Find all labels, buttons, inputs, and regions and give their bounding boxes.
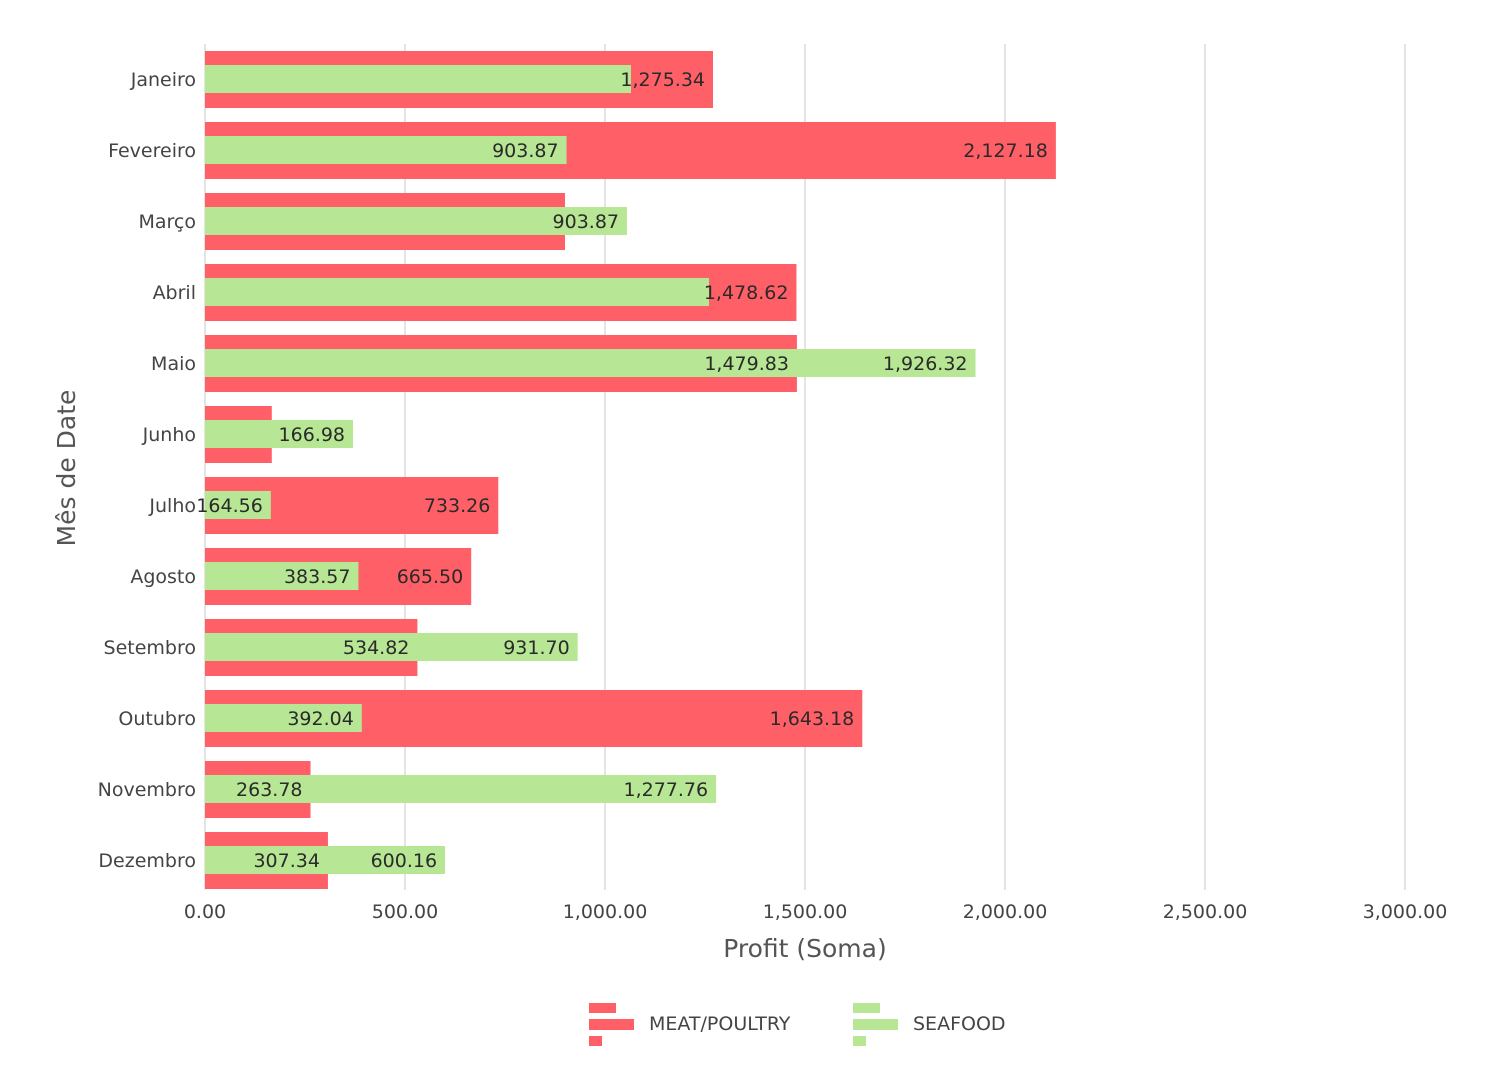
- bar-seafood-setembro: [205, 633, 578, 661]
- value-label-seafood-novembro: 1,277.76: [623, 779, 708, 801]
- category-label-dezembro: Dezembro: [98, 850, 196, 872]
- category-label-janeiro: Janeiro: [130, 69, 196, 91]
- category-label-setembro: Setembro: [104, 637, 196, 659]
- category-label-outubro: Outubro: [118, 708, 196, 730]
- bar-seafood-maio: [205, 349, 976, 377]
- bar-seafood-fevereiro: [205, 136, 567, 164]
- x-tick-label: 2,000.00: [963, 901, 1048, 923]
- legend-label: MEAT/POULTRY: [649, 1013, 791, 1035]
- bar-seafood-julho: [205, 491, 271, 519]
- value-label-seafood-junho: 166.98: [279, 424, 345, 446]
- legend-bar-icon: [853, 1003, 898, 1046]
- x-tick-label: 3,000.00: [1363, 901, 1448, 923]
- value-label-meat-poultry-julho: 733.26: [424, 495, 490, 517]
- category-label-maio: Maio: [151, 353, 196, 375]
- value-label-meat-poultry-maio: 1,479.83: [704, 353, 789, 375]
- x-tick-label: 500.00: [372, 901, 438, 923]
- gridlines: [204, 44, 1406, 890]
- x-axis: 0.00 500.00 1,000.00 1,500.00 2,000.00 2,500.…: [184, 901, 1447, 923]
- category-label-junho: Junho: [142, 424, 196, 446]
- y-axis: Janeiro Fevereiro Março Abril Maio Junho Julho…: [98, 69, 196, 872]
- value-label-meat-poultry-setembro: 534.82: [343, 637, 409, 659]
- value-labels: 1,275.34 2,127.18 903.87 903.87 1,478.62 1,47…: [196, 69, 1048, 872]
- value-label-seafood-maio: 1,926.32: [883, 353, 968, 375]
- legend: MEAT/POULTRY SEAFOOD: [589, 1003, 1006, 1046]
- bar-seafood-janeiro: [205, 65, 631, 93]
- category-label-novembro: Novembro: [98, 779, 196, 801]
- bar-seafood-abril: [205, 278, 709, 306]
- x-axis-title: Profit (Soma): [723, 934, 887, 963]
- bar-seafood-mar-o: [205, 207, 627, 235]
- x-tick-label: 0.00: [184, 901, 226, 923]
- value-label-seafood-julho: 164.56: [196, 495, 262, 517]
- value-label-meat-poultry-agosto: 665.50: [397, 566, 463, 588]
- category-label-julho: Julho: [148, 495, 196, 517]
- value-label-seafood-agosto: 383.57: [284, 566, 350, 588]
- legend-label: SEAFOOD: [913, 1013, 1006, 1035]
- value-label-seafood-dezembro: 600.16: [371, 850, 437, 872]
- bar-seafood-agosto: [205, 562, 359, 590]
- legend-item-meat-poultry: MEAT/POULTRY: [589, 1003, 791, 1046]
- legend-item-seafood: SEAFOOD: [853, 1003, 1006, 1046]
- category-label-mar-o: Março: [138, 211, 196, 233]
- value-label-meat-poultry-fevereiro: 2,127.18: [963, 140, 1048, 162]
- category-label-fevereiro: Fevereiro: [108, 140, 196, 162]
- x-tick-label: 1,000.00: [563, 901, 648, 923]
- value-label-meat-poultry-novembro: 263.78: [236, 779, 302, 801]
- x-tick-label: 2,500.00: [1163, 901, 1248, 923]
- value-label-meat-poultry-dezembro: 307.34: [253, 850, 319, 872]
- value-label-seafood-fevereiro: 903.87: [492, 140, 558, 162]
- value-label-meat-poultry-abril: 1,478.62: [704, 282, 789, 304]
- bar-seafood-dezembro: [205, 846, 446, 874]
- value-label-seafood-setembro: 931.70: [503, 637, 569, 659]
- y-axis-title: Mês de Date: [52, 390, 81, 547]
- value-label-seafood-mar-o: 903.87: [553, 211, 619, 233]
- value-label-seafood-outubro: 392.04: [287, 708, 353, 730]
- bar-seafood-junho: [205, 420, 353, 448]
- value-label-meat-poultry-janeiro: 1,275.34: [620, 69, 705, 91]
- bar-seafood-novembro: [205, 775, 717, 803]
- bars: [205, 51, 1056, 889]
- category-label-abril: Abril: [153, 282, 196, 304]
- legend-bar-icon: [589, 1003, 634, 1046]
- x-tick-label: 1,500.00: [763, 901, 848, 923]
- bar-seafood-outubro: [205, 704, 362, 732]
- category-label-agosto: Agosto: [130, 566, 196, 588]
- value-label-meat-poultry-outubro: 1,643.18: [770, 708, 855, 730]
